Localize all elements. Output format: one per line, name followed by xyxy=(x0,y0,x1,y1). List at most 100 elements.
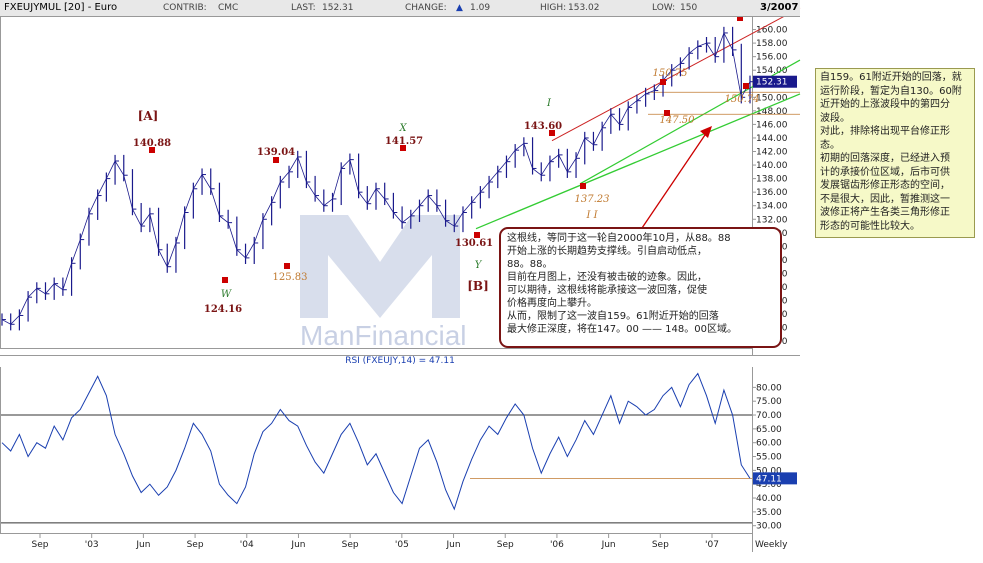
side-note-line: 近开始的上涨波段中的第四分 xyxy=(820,99,950,110)
annotation-label: 137.23 xyxy=(575,194,610,205)
frequency-label: Weekly xyxy=(755,540,788,550)
rsi-panel-frame xyxy=(0,365,753,534)
note-line: 从而，限制了这一波自159。61附近开始的回落 xyxy=(507,311,719,322)
rsi-tick-label: 70.00 xyxy=(756,411,782,421)
side-note-line: 对此，排除将出现平台修正形 xyxy=(820,126,950,137)
x-tick-label: '04 xyxy=(240,540,254,550)
note-arrow-head xyxy=(700,126,712,138)
rsi-tick-label: 55.00 xyxy=(756,453,782,463)
annotation-label: 143.60 xyxy=(524,121,562,132)
x-tick-label: Jun xyxy=(290,540,305,550)
note-line: 88。88。 xyxy=(507,259,553,270)
x-tick-label: Sep xyxy=(652,540,669,550)
y-tick-label: 142.00 xyxy=(756,148,788,158)
rsi-title: RSI (FXEUJY,14) = 47.11 xyxy=(0,355,800,367)
last-label: LAST: xyxy=(291,3,316,13)
rsi-tick-label: 65.00 xyxy=(756,425,782,435)
side-note-line: 态。 xyxy=(820,139,840,151)
side-note-line: 自159。61附近开始的回落，就 xyxy=(820,72,962,83)
annotation-label: 139.04 xyxy=(257,147,295,158)
x-tick-label: Jun xyxy=(601,540,616,550)
side-note-line: 波修正将产生各类三角形修正 xyxy=(820,207,950,218)
price-bars xyxy=(1,26,754,331)
side-note-line: 形态的可能性比较大。 xyxy=(820,220,920,232)
pivot-marker xyxy=(549,130,555,136)
contrib-label: CONTRIB: xyxy=(163,3,207,13)
note-line: 目前在月图上，还没有被击破的迹象。因此， xyxy=(507,272,707,283)
annotation-label: 141.57 xyxy=(385,136,423,147)
annotation-label: 150.75 xyxy=(653,68,688,79)
price-line xyxy=(1,31,751,325)
rsi-tick-label: 40.00 xyxy=(756,494,782,504)
x-tick-label: Sep xyxy=(32,540,49,550)
low-label: LOW: xyxy=(652,3,676,13)
x-tick-label: Jun xyxy=(446,540,461,550)
x-tick-label: '05 xyxy=(395,540,409,550)
annotation-label: Y xyxy=(475,260,483,271)
y-tick-label: 136.00 xyxy=(756,188,788,198)
note-line: 可以期待，这根线将能承接这一波回落，促使 xyxy=(507,285,707,296)
pivot-marker xyxy=(284,263,290,269)
y-tick-label: 150.00 xyxy=(756,93,788,103)
annotation-label: [B] xyxy=(467,279,489,293)
x-axis: Sep '03 Jun Sep '04 Jun Sep '05 Jun Sep '06 Jun Sep '… xyxy=(32,534,788,550)
annotation-label: 150.74 xyxy=(725,94,760,105)
annotation-label: I I xyxy=(585,210,598,221)
symbol-title: FXEUJYMUL [20] - Euro xyxy=(4,2,118,13)
x-tick-label: Sep xyxy=(187,540,204,550)
support-line-note: 这根线，等同于这一轮自2000年10月，从88。88 开始上涨的长期趋势支撑线。… xyxy=(499,227,782,348)
y-tick-label: 148.00 xyxy=(756,107,788,117)
pivot-marker xyxy=(400,145,406,151)
rsi-tick-label: 45.00 xyxy=(756,480,782,490)
rsi-line xyxy=(1,372,751,511)
change-up-icon: ▲ xyxy=(456,3,463,13)
annotation-label: I xyxy=(546,98,552,109)
annotation-label: 130.61 xyxy=(455,238,493,249)
y-tick-label: 140.00 xyxy=(756,161,788,171)
rsi-tick-label: 35.00 xyxy=(756,508,782,518)
contrib-value: CMC xyxy=(218,3,239,13)
y-tick-label: 144.00 xyxy=(756,134,788,144)
x-tick-label: '06 xyxy=(550,540,564,550)
chart-header: FXEUJYMUL [20] - Euro CONTRIB: CMC LAST:… xyxy=(0,0,800,17)
pivot-marker xyxy=(474,232,480,238)
y-tick-label: 156.00 xyxy=(756,53,788,63)
y-tick-label: 158.00 xyxy=(756,39,788,49)
annotation-label: 140.88 xyxy=(133,138,171,149)
last-value: 152.31 xyxy=(322,3,354,13)
pivot-marker xyxy=(660,79,666,85)
note-arrow xyxy=(641,131,708,229)
wave-analysis-note: 自159。61附近开始的回落，就 运行阶段，暂定为自130。60附 近开始的上涨… xyxy=(815,68,975,238)
y-tick-label: 154.00 xyxy=(756,66,788,76)
header-date: 3/2007 xyxy=(760,2,799,13)
rsi-tick-label: 50.00 xyxy=(756,466,782,476)
x-tick-label: Sep xyxy=(342,540,359,550)
high-value: 153.02 xyxy=(568,3,600,13)
change-label: CHANGE: xyxy=(405,3,447,13)
last-rsi-label: 47.11 xyxy=(756,474,782,484)
watermark-logo: ManFinancial xyxy=(300,215,467,351)
x-tick-label: Jun xyxy=(135,540,150,550)
side-note-line: 初期的回落深度，已经进入预 xyxy=(820,153,950,164)
y-tick-label: 132.00 xyxy=(756,215,788,225)
y-tick-label: 138.00 xyxy=(756,175,788,185)
side-note-line: 运行阶段，暂定为自130。60附 xyxy=(820,85,962,97)
note-line: 这根线，等同于这一轮自2000年10月，从88。88 xyxy=(507,233,731,244)
pivot-marker xyxy=(664,110,670,116)
rsi-tick-label: 80.00 xyxy=(756,383,782,393)
note-line: 价格再度向上攀升。 xyxy=(507,298,597,309)
rsi-y-axis: 30.00 35.00 40.00 45.00 50.00 55.00 60.00 65.00… xyxy=(752,383,782,532)
watermark-text: ManFinancial xyxy=(300,320,467,351)
y-tick-label: 134.00 xyxy=(756,202,788,212)
y-tick-label: 146.00 xyxy=(756,120,788,130)
side-note-line: 发展锯齿形修正形态的空间， xyxy=(820,180,950,191)
x-tick-label: '07 xyxy=(705,540,719,550)
pivot-marker xyxy=(580,183,586,189)
pivot-marker xyxy=(149,147,155,153)
side-note-line: 计的承接价位区域，后市可供 xyxy=(820,166,950,178)
long-term-support-line xyxy=(475,93,801,230)
high-label: HIGH: xyxy=(540,3,567,13)
annotation-label: 125.83 xyxy=(273,272,308,283)
x-tick-label: Sep xyxy=(497,540,514,550)
